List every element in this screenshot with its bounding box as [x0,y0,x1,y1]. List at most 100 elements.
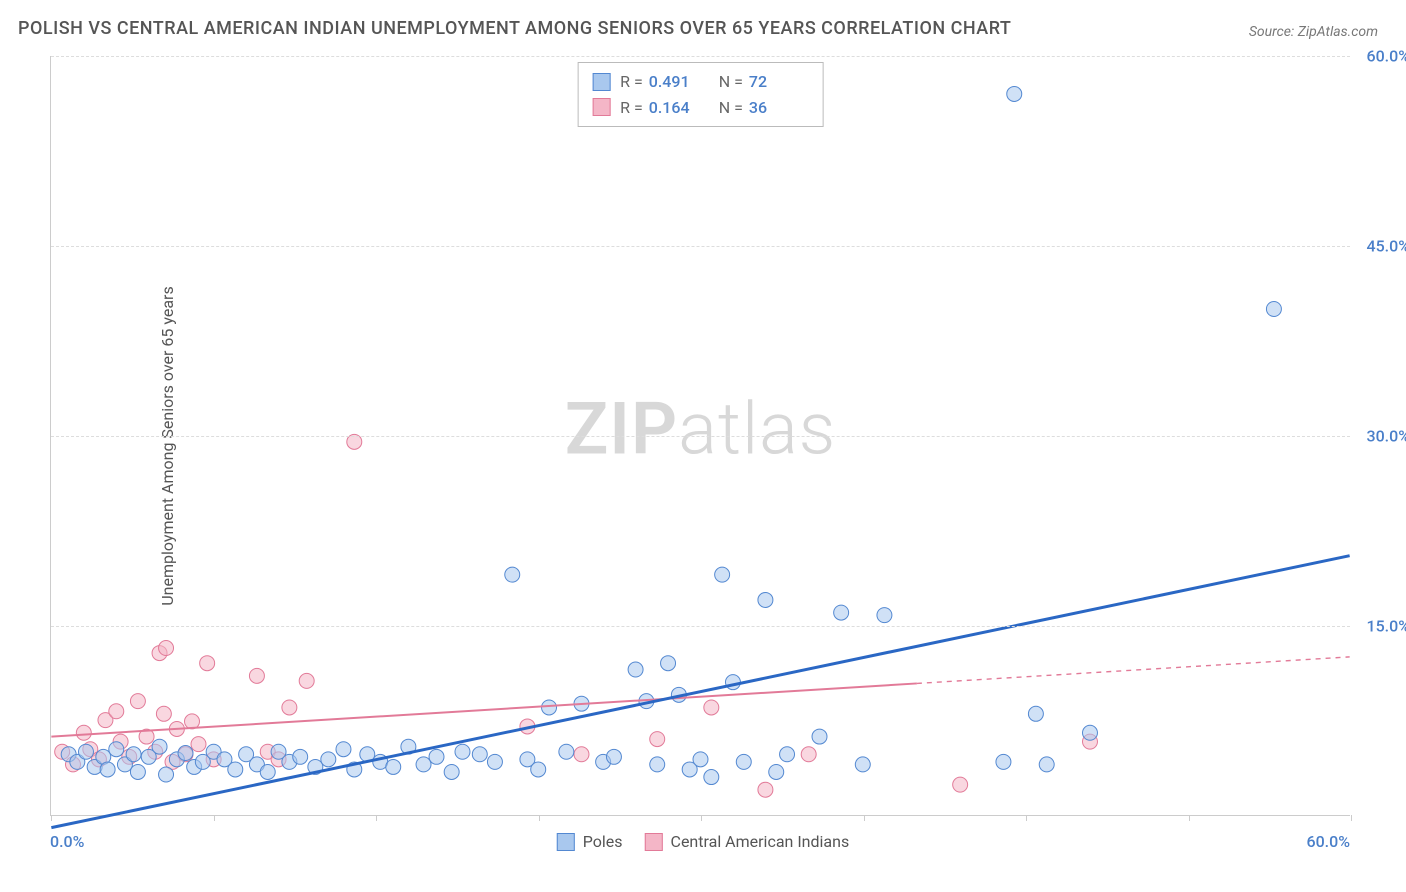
scatter-point-series2 [758,782,773,797]
scatter-point-series1 [780,747,795,762]
scatter-point-series1 [100,762,115,777]
scatter-point-series1 [769,764,784,779]
scatter-point-series1 [996,754,1011,769]
scatter-point-series1 [321,752,336,767]
y-tick-label: 45.0% [1366,237,1406,256]
stat-n-value: 36 [749,95,809,121]
chart-title: POLISH VS CENTRAL AMERICAN INDIAN UNEMPL… [18,18,1011,39]
y-tick-label: 15.0% [1366,617,1406,636]
stat-r-label: R = [620,98,647,117]
stat-n-label: N = [719,72,747,91]
scatter-point-series1 [1082,725,1097,740]
scatter-point-series1 [650,757,665,772]
scatter-point-series1 [812,729,827,744]
legend-swatch [645,833,663,851]
scatter-point-series1 [444,764,459,779]
x-tick-mark [1026,815,1027,821]
y-tick-label: 30.0% [1366,427,1406,446]
scatter-point-series1 [1028,706,1043,721]
scatter-point-series2 [159,641,174,656]
x-tick-mark [701,815,702,821]
scatter-point-series2 [109,704,124,719]
scatter-point-series1 [336,742,351,757]
scatter-point-series1 [487,754,502,769]
stats-legend-row: R = 0.491 N = 72 [592,69,809,95]
scatter-point-series2 [801,747,816,762]
scatter-point-series1 [472,747,487,762]
scatter-point-series1 [693,752,708,767]
scatter-point-series1 [661,656,676,671]
scatter-point-series1 [715,567,730,582]
trend-line-series2-dashed [917,657,1350,684]
scatter-point-series1 [178,746,193,761]
gridline-horizontal [51,436,1350,437]
scatter-point-series1 [152,739,167,754]
scatter-point-series1 [293,749,308,764]
stat-r-value: 0.491 [649,69,709,95]
scatter-point-series1 [505,567,520,582]
scatter-point-series2 [200,656,215,671]
legend-item: Poles [557,832,623,851]
x-axis-max-label: 60.0% [1306,832,1350,851]
stats-legend: R = 0.491 N = 72 R = 0.164 N = 36 [577,62,824,127]
scatter-point-series1 [628,662,643,677]
scatter-point-series2 [704,700,719,715]
stat-r-value: 0.164 [649,95,709,121]
scatter-point-series2 [650,732,665,747]
x-tick-mark [864,815,865,821]
scatter-point-series2 [299,673,314,688]
scatter-point-series1 [877,608,892,623]
scatter-point-series1 [1266,302,1281,317]
scatter-point-series1 [834,605,849,620]
scatter-point-series2 [953,777,968,792]
scatter-point-series1 [542,700,557,715]
scatter-point-series1 [758,592,773,607]
source-attribution: Source: ZipAtlas.com [1249,24,1378,40]
scatter-point-series1 [159,767,174,782]
gridline-horizontal [51,56,1350,57]
stat-n-label: N = [719,98,747,117]
scatter-point-series1 [416,757,431,772]
scatter-point-series1 [559,744,574,759]
legend-swatch [592,98,610,116]
scatter-point-series1 [736,754,751,769]
scatter-point-series1 [606,749,621,764]
scatter-point-series1 [855,757,870,772]
scatter-point-series1 [260,764,275,779]
series-legend: Poles Central American Indians [557,832,849,851]
x-tick-mark [1189,815,1190,821]
scatter-point-series1 [1007,86,1022,101]
stat-n-value: 72 [749,69,809,95]
legend-swatch [557,833,575,851]
scatter-point-series2 [156,706,171,721]
x-tick-mark [214,815,215,821]
plot-area: ZIPatlas R = 0.491 N = 72 R = 0.164 N = … [50,56,1350,816]
scatter-point-series2 [249,668,264,683]
y-tick-label: 60.0% [1366,47,1406,66]
x-tick-mark [1351,815,1352,821]
scatter-point-series1 [228,762,243,777]
legend-label: Poles [583,832,623,851]
scatter-point-series2 [574,747,589,762]
scatter-point-series2 [191,737,206,752]
scatter-point-series2 [130,694,145,709]
x-tick-mark [51,815,52,821]
scatter-point-series1 [109,742,124,757]
stat-r-label: R = [620,72,647,91]
scatter-point-series1 [531,762,546,777]
x-tick-mark [539,815,540,821]
scatter-point-series1 [429,749,444,764]
scatter-point-series1 [130,764,145,779]
trend-line-series2 [51,683,917,736]
scatter-point-series2 [76,725,91,740]
gridline-horizontal [51,246,1350,247]
gridline-horizontal [51,626,1350,627]
scatter-point-series1 [126,747,141,762]
x-axis-min-label: 0.0% [50,832,84,851]
scatter-point-series1 [1039,757,1054,772]
x-tick-mark [376,815,377,821]
legend-swatch [592,73,610,91]
scatter-point-series1 [455,744,470,759]
scatter-point-series1 [704,770,719,785]
scatter-point-series1 [78,744,93,759]
